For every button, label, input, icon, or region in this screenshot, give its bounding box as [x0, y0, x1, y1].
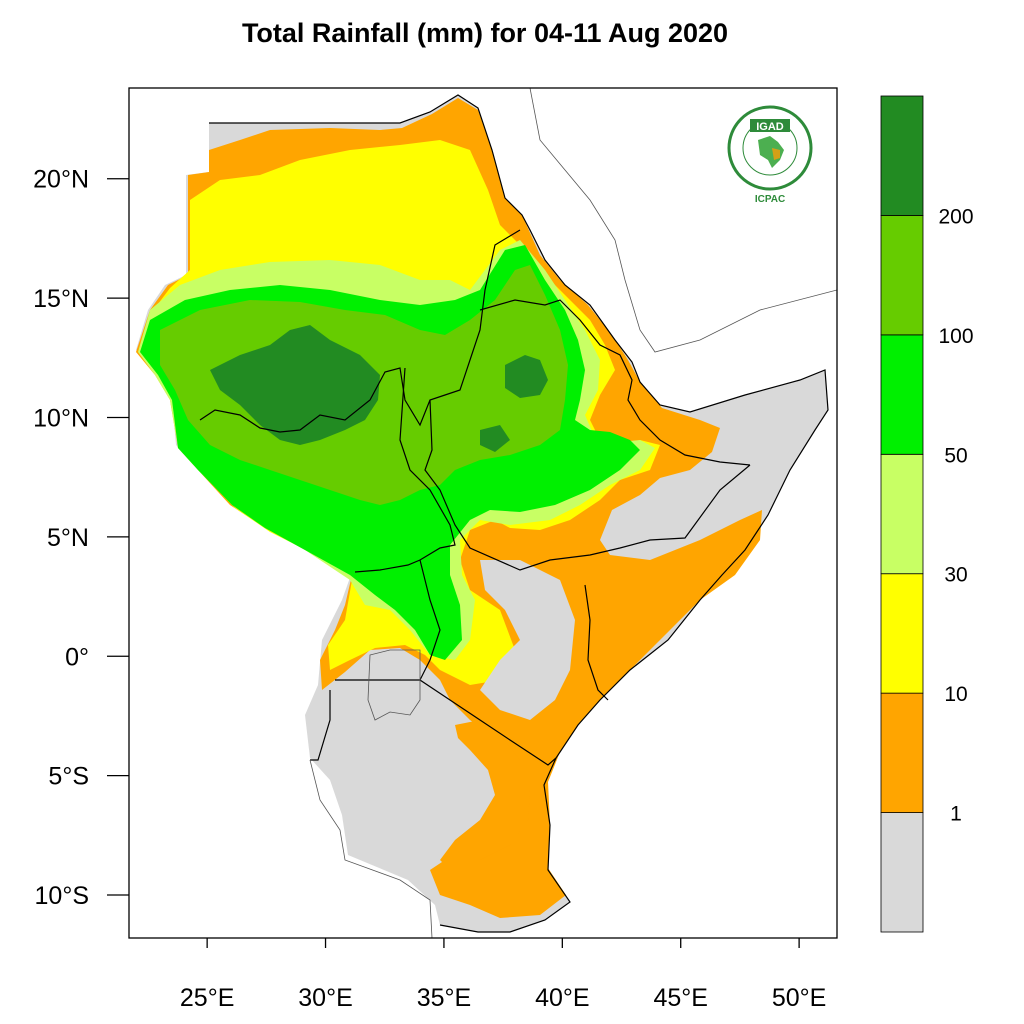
- colorbar: 1 10 30 50 100 200: [880, 95, 974, 933]
- x-tick-label: 45°E: [653, 984, 707, 1012]
- outside-lines: [309, 88, 837, 938]
- x-tick-label: 40°E: [535, 984, 589, 1012]
- lake-line: [367, 649, 421, 721]
- y-tick-label: 15°N: [33, 285, 89, 313]
- y-axis: 20°N 15°N 10°N 5°N 0° 5°S 10°S: [33, 166, 129, 910]
- y-tick-label: 0°: [65, 643, 89, 671]
- western-line: [309, 759, 433, 938]
- colorbar-swatch: [880, 215, 924, 336]
- rainfall-layers: [136, 95, 828, 932]
- border-rwanda: [310, 690, 331, 761]
- red-sea-line: [529, 88, 837, 353]
- colorbar-label: 100: [938, 325, 973, 348]
- colorbar-swatch: [880, 95, 924, 216]
- y-tick-label: 10°S: [35, 882, 89, 910]
- coastline: [209, 94, 829, 933]
- colorbar-label: 50: [944, 444, 967, 467]
- border-sudan-southsudan: [199, 229, 521, 433]
- border-kenya: [419, 559, 557, 766]
- y-tick-label: 10°N: [33, 404, 89, 432]
- x-tick-label: 35°E: [417, 984, 471, 1012]
- rain-darkgreen-ethiopia: [505, 355, 548, 398]
- colorbar-swatch: [880, 334, 924, 455]
- colorbar-swatch: [880, 573, 924, 694]
- colorbar-label: 200: [938, 205, 973, 228]
- x-tick-label: 50°E: [772, 984, 826, 1012]
- colorbar-label: 1: [950, 803, 962, 826]
- x-tick-label: 25°E: [180, 984, 234, 1012]
- colorbar-label: 30: [944, 564, 967, 587]
- x-tick-label: 30°E: [298, 984, 352, 1012]
- map-title: Total Rainfall (mm) for 04-11 Aug 2020: [241, 18, 729, 48]
- rain-darkgreen-2: [480, 425, 510, 452]
- rain-orange-south: [440, 720, 530, 870]
- plot-frame: [128, 87, 838, 939]
- gray-patch-kenya: [480, 560, 575, 720]
- rain-darkgreen: [210, 325, 380, 445]
- border-kenya-east: [584, 584, 609, 701]
- africa-highlight-icon: [772, 148, 780, 160]
- logo-sub: ICPAC: [755, 194, 785, 205]
- border-ethiopia-north: [479, 299, 751, 466]
- border-ethiopia: [424, 399, 751, 571]
- logo-banner: [750, 119, 790, 132]
- africa-icon: [758, 136, 784, 168]
- colorbar-swatch: [880, 453, 924, 575]
- colorbar-swatch: [880, 692, 924, 813]
- x-axis: 25°E 30°E 35°E 40°E 45°E 50°E: [180, 938, 826, 1012]
- border-southsudan-south: [354, 367, 456, 573]
- y-tick-label: 20°N: [33, 166, 89, 194]
- colorbar-swatch: [880, 812, 924, 933]
- colorbar-label: 10: [944, 683, 967, 706]
- y-tick-label: 5°N: [47, 524, 89, 552]
- logo-name: IGAD: [756, 121, 784, 133]
- country-borders: [199, 94, 829, 933]
- y-tick-label: 5°S: [48, 763, 89, 791]
- icpac-logo: IGAD ICPAC: [727, 105, 813, 205]
